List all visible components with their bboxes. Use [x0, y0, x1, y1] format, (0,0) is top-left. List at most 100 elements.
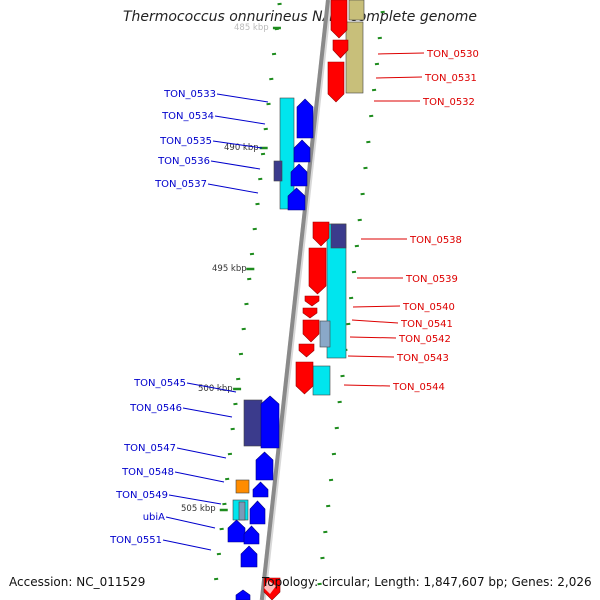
reverse-gene-arrow: [235, 589, 251, 600]
reverse-label-leader: [216, 93, 269, 103]
inner-tick-mark: [219, 527, 224, 531]
inner-tick-mark: [241, 327, 246, 331]
forward-gene-label: TON_0539: [405, 274, 458, 285]
faint-gene-marker: [264, 580, 276, 594]
outer-tick-mark: [377, 36, 382, 40]
cyan-feature-block: [312, 365, 331, 396]
inner-tick-mark: [252, 227, 257, 231]
inner-tick-mark: [216, 552, 222, 556]
forward-label-leader: [349, 336, 397, 339]
inner-tick-mark: [255, 202, 260, 206]
grey-feature-block: [319, 320, 331, 348]
reverse-gene-label: TON_0533: [163, 89, 216, 100]
forward-gene-arrow: [298, 343, 315, 358]
reverse-gene-label: TON_0545: [133, 378, 186, 389]
inner-tick-mark: [233, 402, 238, 406]
reverse-gene-arrow: [252, 481, 269, 498]
reverse-gene-label: ubiA: [143, 512, 165, 523]
outer-tick-mark: [337, 400, 342, 404]
outer-tick-mark: [334, 426, 339, 430]
genome-stats-text: Topology: circular; Length: 1,847,607 bp…: [262, 575, 592, 589]
olive-feature-block: [345, 21, 364, 94]
accession-text: Accession: NC_011529: [9, 575, 146, 589]
outer-tick-mark: [351, 270, 357, 274]
inner-tick-mark: [247, 277, 252, 281]
forward-gene-arrow: [312, 221, 330, 247]
forward-label-leader: [343, 384, 391, 387]
reverse-gene-arrow: [293, 139, 311, 163]
forward-gene-label: TON_0541: [400, 319, 453, 330]
reverse-gene-arrow: [240, 545, 258, 568]
reverse-label-leader: [207, 183, 259, 194]
forward-gene-label: TON_0532: [422, 97, 475, 108]
outer-tick-mark: [346, 322, 351, 326]
outer-tick-mark: [371, 88, 377, 92]
reverse-gene-label: TON_0536: [157, 156, 210, 167]
orange-feature-block: [235, 479, 250, 494]
inner-tick-mark: [249, 252, 255, 256]
reverse-label-leader: [162, 539, 212, 551]
forward-label-leader: [375, 76, 423, 79]
coordinate-label: 485 kbp: [234, 23, 269, 33]
reverse-gene-arrow: [296, 98, 314, 139]
reverse-label-leader: [174, 471, 225, 483]
outer-tick-mark: [348, 296, 354, 300]
inner-tick-mark: [230, 427, 235, 431]
coordinate-label: 500 kbp: [198, 384, 233, 394]
reverse-label-leader: [186, 382, 237, 393]
navy-feature-block: [273, 160, 283, 182]
inner-tick-mark: [260, 152, 266, 156]
forward-gene-arrow: [332, 39, 349, 59]
reverse-label-leader: [165, 516, 216, 529]
outer-tick-mark: [374, 62, 380, 66]
reverse-gene-label: TON_0546: [129, 403, 182, 414]
forward-label-leader: [352, 305, 401, 308]
forward-gene-label: TON_0540: [402, 302, 455, 313]
outer-tick-mark: [380, 10, 385, 14]
outer-tick-mark: [326, 504, 331, 508]
outer-tick-mark: [340, 374, 345, 378]
reverse-gene-arrow: [249, 500, 266, 525]
map-title: Thermococcus onnurineus NA1, complete ge…: [122, 9, 478, 25]
forward-label-leader: [347, 355, 395, 358]
reverse-label-leader: [210, 160, 261, 170]
reverse-gene-label: TON_0548: [121, 467, 174, 478]
forward-gene-label: TON_0543: [396, 353, 449, 364]
navy-feature-block: [330, 223, 347, 249]
reverse-gene-arrow: [255, 451, 274, 481]
forward-gene-label: TON_0530: [426, 49, 479, 60]
outer-tick-mark: [317, 582, 322, 586]
forward-gene-arrow: [327, 61, 345, 103]
inner-tick-mark: [271, 52, 277, 56]
outer-tick-mark: [328, 478, 334, 482]
forward-gene-label: TON_0544: [392, 382, 445, 393]
reverse-gene-label: TON_0549: [115, 490, 168, 501]
outer-tick-mark: [331, 452, 337, 456]
reverse-gene-label: TON_0535: [159, 136, 212, 147]
forward-gene-label: TON_0538: [409, 235, 462, 246]
forward-gene-arrow: [330, 0, 348, 39]
reverse-gene-arrow: [290, 163, 308, 187]
outer-tick-mark: [363, 166, 368, 170]
reverse-gene-arrow: [260, 395, 280, 449]
outer-tick-mark: [320, 556, 325, 560]
inner-tick-mark: [227, 452, 233, 456]
reverse-gene-arrow: [287, 187, 306, 211]
outer-tick-mark: [360, 192, 365, 196]
inner-tick-mark: [238, 352, 244, 356]
inner-tick-mark: [266, 102, 271, 106]
outer-tick-mark: [366, 140, 371, 144]
forward-gene-label: TON_0542: [398, 334, 451, 345]
reverse-gene-label: TON_0537: [154, 179, 207, 190]
inner-tick-mark: [236, 377, 241, 381]
navy-feature-block: [243, 399, 263, 447]
coordinate-label: 505 kbp: [181, 504, 216, 514]
forward-gene-arrow: [308, 247, 327, 295]
inner-tick-mark: [258, 177, 263, 181]
outer-tick-mark: [357, 218, 362, 222]
forward-gene-arrow: [302, 307, 318, 319]
outer-tick-mark: [354, 244, 360, 248]
reverse-label-leader: [176, 447, 227, 459]
reverse-gene-arrow: [227, 519, 246, 543]
outer-tick-mark: [323, 530, 328, 534]
